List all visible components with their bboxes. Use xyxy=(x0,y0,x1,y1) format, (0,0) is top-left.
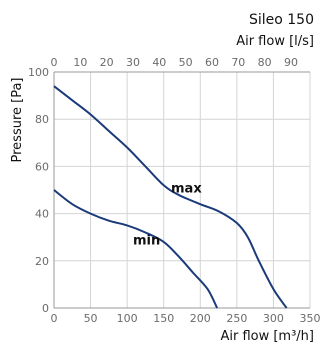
x2-tick-label: 90 xyxy=(284,56,298,69)
x2-tick-label: 10 xyxy=(73,56,87,69)
y-tick-label: 40 xyxy=(35,208,49,221)
y-tick-label: 60 xyxy=(35,160,49,173)
top-axis-label: Air flow [l/s] xyxy=(236,34,314,49)
x2-tick-label: 50 xyxy=(179,56,193,69)
x2-tick-label: 70 xyxy=(231,56,245,69)
curve-label-min: min xyxy=(133,233,160,248)
x2-tick-label: 0 xyxy=(51,56,58,69)
x2-tick-label: 40 xyxy=(152,56,166,69)
x-tick-label: 150 xyxy=(153,312,174,325)
x2-tick-label: 80 xyxy=(258,56,272,69)
y-tick-label: 0 xyxy=(42,302,49,315)
y-tick-label: 100 xyxy=(28,66,49,79)
x-tick-label: 0 xyxy=(51,312,58,325)
curve-max xyxy=(53,85,288,309)
y-tick-label: 20 xyxy=(35,255,49,268)
bottom-axis-label: Air flow [m³/h] xyxy=(220,329,314,343)
x-tick-label: 200 xyxy=(190,312,211,325)
x-tick-label: 50 xyxy=(84,312,98,325)
x-tick-label: 350 xyxy=(300,312,321,325)
curve-label-max: max xyxy=(171,181,202,196)
x2-tick-label: 60 xyxy=(205,56,219,69)
x-tick-label: 300 xyxy=(263,312,284,325)
y-axis-label: Pressure [Pa] xyxy=(10,77,25,162)
x2-tick-label: 20 xyxy=(100,56,114,69)
y-tick-label: 80 xyxy=(35,113,49,126)
curve-min xyxy=(53,189,219,309)
x-tick-label: 100 xyxy=(117,312,138,325)
chart-title: Sileo 150 xyxy=(249,12,314,28)
x-tick-label: 250 xyxy=(226,312,247,325)
series: max min xyxy=(53,85,288,309)
x2-tick-label: 30 xyxy=(126,56,140,69)
